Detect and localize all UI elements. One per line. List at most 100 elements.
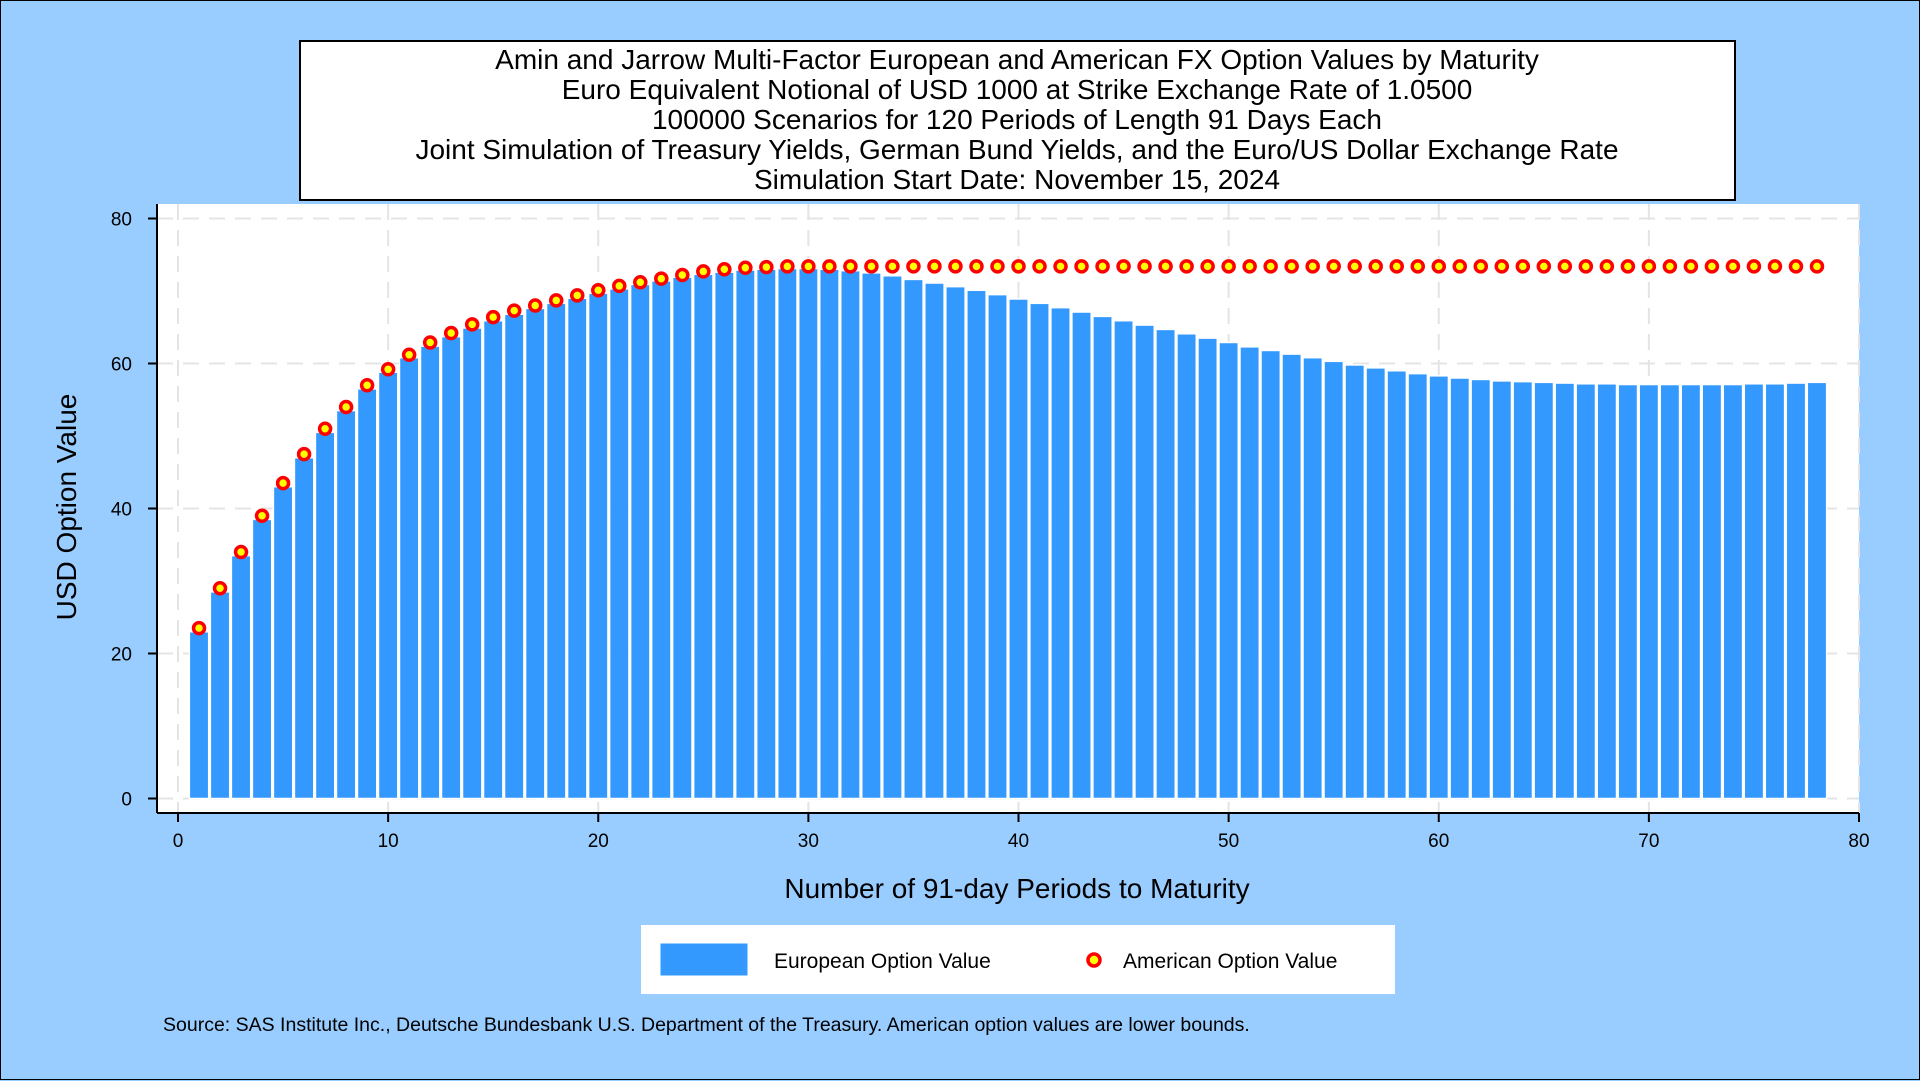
american-marker <box>296 446 312 462</box>
european-bar <box>924 282 945 800</box>
american-marker <box>191 620 207 636</box>
european-bar <box>966 289 987 800</box>
european-bar <box>945 285 966 800</box>
european-bar <box>882 275 903 800</box>
european-bar <box>1092 315 1113 800</box>
european-bar <box>503 313 525 800</box>
american-marker <box>1620 259 1636 274</box>
american-marker <box>633 275 648 290</box>
european-bar <box>1659 383 1681 800</box>
american-marker <box>1788 259 1804 274</box>
european-bar <box>1386 370 1408 800</box>
american-marker <box>1473 259 1489 274</box>
american-marker <box>906 259 921 274</box>
european-bar <box>1764 383 1786 800</box>
american-marker <box>927 259 942 274</box>
european-bar <box>755 268 777 800</box>
legend: European Option Value American Option Va… <box>641 925 1395 994</box>
american-marker <box>948 259 963 274</box>
x-tick-label: 30 <box>798 831 819 852</box>
legend-european-swatch <box>659 942 749 977</box>
american-marker <box>275 475 291 491</box>
american-marker <box>1641 259 1657 274</box>
y-tick-label: 0 <box>121 790 132 811</box>
american-marker <box>212 581 228 596</box>
european-bar <box>587 292 609 800</box>
american-marker <box>1347 259 1362 274</box>
european-bar <box>461 327 483 800</box>
european-bar <box>1617 383 1639 800</box>
american-marker <box>843 259 858 274</box>
american-marker <box>254 508 270 523</box>
legend-european-label: European Option Value <box>774 950 991 973</box>
american-marker <box>591 283 606 298</box>
european-bar <box>671 276 693 800</box>
x-tick-label: 60 <box>1428 831 1449 852</box>
european-bar <box>1155 328 1177 800</box>
american-marker <box>1011 259 1026 274</box>
european-bar <box>713 271 735 800</box>
european-bar <box>608 288 630 800</box>
european-bar <box>440 335 462 800</box>
y-tick-label: 40 <box>111 500 132 521</box>
european-bar <box>1533 381 1555 800</box>
european-bar <box>1554 382 1576 800</box>
legend-american-label: American Option Value <box>1123 950 1337 973</box>
american-marker <box>1662 259 1678 274</box>
european-bar <box>314 431 336 800</box>
american-marker <box>1305 259 1320 274</box>
european-bar <box>1785 382 1807 800</box>
european-bar <box>1806 381 1828 800</box>
american-marker <box>696 264 711 279</box>
x-axis-ticks: 0 10 20 30 40 50 60 70 80 <box>173 813 1870 852</box>
x-tick-label: 80 <box>1848 831 1869 852</box>
american-marker <box>1431 259 1447 274</box>
european-bar <box>1491 380 1513 800</box>
american-marker <box>1746 259 1762 274</box>
american-marker <box>485 309 501 325</box>
american-marker <box>317 421 333 436</box>
american-marker <box>1704 259 1720 274</box>
european-bar <box>776 267 798 800</box>
american-marker <box>780 259 795 274</box>
european-bar <box>1680 383 1702 800</box>
european-bar <box>987 293 1008 800</box>
european-bar <box>1113 319 1134 800</box>
american-marker <box>1242 259 1257 274</box>
american-marker <box>1326 259 1341 274</box>
american-marker <box>1200 259 1215 274</box>
american-marker <box>801 259 816 274</box>
american-marker <box>717 262 732 277</box>
x-axis-label: Number of 91-day Periods to Maturity <box>784 873 1249 904</box>
european-bar <box>1008 298 1029 800</box>
european-bar <box>1344 364 1366 800</box>
european-bar <box>1323 360 1345 800</box>
european-bar <box>1071 311 1092 800</box>
european-bar <box>188 631 210 800</box>
european-bar <box>650 280 672 800</box>
european-bar <box>566 297 588 800</box>
european-bar <box>1428 375 1450 800</box>
x-tick-label: 20 <box>588 831 609 852</box>
american-marker <box>1683 259 1699 274</box>
european-bar <box>1470 378 1492 800</box>
american-marker <box>569 288 585 303</box>
american-marker <box>1053 259 1068 274</box>
european-bar <box>692 273 714 800</box>
european-bar <box>1407 372 1429 800</box>
american-marker <box>1032 259 1047 274</box>
european-bar <box>797 267 819 800</box>
american-marker <box>401 347 417 363</box>
european-bar <box>482 319 504 800</box>
title-line-4: Joint Simulation of Treasury Yields, Ger… <box>415 134 1618 165</box>
american-marker <box>1074 259 1089 274</box>
european-bar <box>398 356 420 800</box>
american-marker <box>443 325 459 341</box>
american-marker <box>1158 259 1173 274</box>
european-bar <box>1449 377 1471 800</box>
american-markers <box>191 259 1825 636</box>
american-marker <box>1809 259 1825 274</box>
european-bar <box>335 409 357 800</box>
european-bar <box>861 272 882 800</box>
